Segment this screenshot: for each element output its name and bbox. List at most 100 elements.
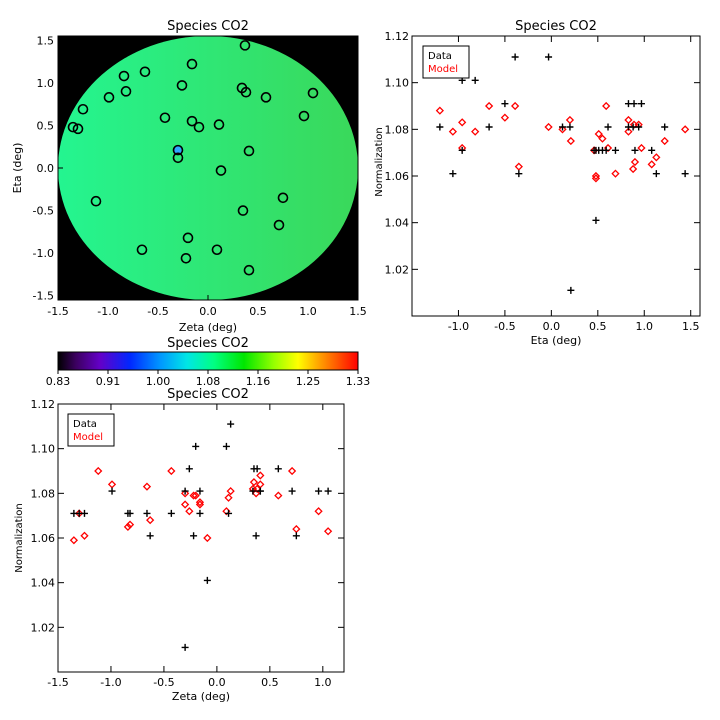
- eta-data-point: [652, 170, 660, 178]
- zeta-model-point: [94, 466, 103, 476]
- zeta-data-point: [192, 442, 200, 450]
- zeta-data-point: [292, 532, 300, 540]
- zeta-data-point: [222, 442, 230, 450]
- zeta-ticks: -1.5 -1.0 -0.5 0.0 0.5 1.0 1.02 1.04 1.06 1.08 1.1…: [31, 398, 344, 689]
- zeta-y-tick-label: 1.08: [31, 487, 56, 500]
- zeta-data-point: [274, 465, 282, 473]
- eta-data-point: [449, 170, 457, 178]
- eta-model-point: [598, 134, 607, 143]
- zeta-model-point: [180, 489, 190, 498]
- map-point: [176, 80, 188, 91]
- zeta-title: Species CO2: [167, 387, 249, 402]
- colorbar-tick-label: 0.91: [96, 375, 121, 388]
- map-point: [159, 112, 171, 124]
- zeta-model-point: [253, 484, 262, 493]
- zeta-data-point: [181, 487, 189, 495]
- map-point: [103, 92, 115, 103]
- zeta-model-point: [274, 491, 283, 500]
- zeta-x-tick-label: -1.0: [100, 676, 121, 689]
- map-x-tick-label: 0.0: [199, 305, 217, 318]
- map-point: [243, 145, 255, 157]
- map-x-label: Zeta (deg): [179, 321, 237, 334]
- map-point: [237, 205, 249, 216]
- eta-data-point: [515, 170, 523, 178]
- map-x-tick-label: 1.5: [349, 305, 367, 318]
- zeta-model-point: [123, 522, 133, 531]
- eta-data-point: [567, 286, 575, 294]
- eta-model-point: [566, 136, 575, 146]
- map-point: [120, 86, 132, 97]
- map-point: [72, 123, 84, 135]
- map-x-tick-label: 1.0: [299, 305, 317, 318]
- map-point: [215, 165, 227, 176]
- eta-data-point: [624, 123, 632, 131]
- zeta-model-point: [167, 466, 176, 476]
- eta-data-point: [681, 170, 689, 178]
- zeta-data-point: [185, 465, 193, 473]
- eta-x-tick-label: 1.0: [636, 320, 654, 333]
- map-y-tick-label: -0.5: [33, 205, 54, 218]
- eta-model-point: [558, 125, 567, 134]
- eta-model-point: [565, 115, 575, 125]
- zeta-x-tick-label: 1.0: [314, 676, 332, 689]
- zeta-data-point: [256, 487, 264, 495]
- eta-legend-data: Data: [428, 51, 452, 62]
- eta-x-tick-label: 0.0: [543, 320, 561, 333]
- eta-data-point: [590, 146, 598, 154]
- zeta-scatter-panel: Species CO2 -1.5 -1.0 -0.5 0.0 0.5 1.0 1.02 1.0…: [14, 387, 345, 703]
- colorbar-title: Species CO2: [167, 336, 249, 351]
- zeta-model-point: [80, 531, 89, 540]
- map-point: [240, 86, 252, 98]
- map-y-tick-label: -1.5: [33, 290, 54, 303]
- zeta-data-point: [196, 487, 204, 495]
- zeta-data-point: [324, 487, 332, 495]
- zeta-y-tick-label: 1.04: [31, 577, 56, 590]
- eta-data-point: [592, 216, 600, 224]
- eta-data-point: [458, 146, 466, 154]
- map-point: [277, 192, 289, 204]
- zeta-legend-box: [67, 413, 115, 447]
- eta-model-point: [624, 115, 633, 125]
- map-panel: Species CO2 -1.5 -1.0 -0.5 0.0 0.5 1.0 1.5 -1.…: [11, 19, 367, 334]
- map-point: [260, 92, 272, 103]
- eta-data-point: [661, 123, 669, 131]
- map-point: [186, 115, 198, 127]
- zeta-model-point: [180, 500, 190, 509]
- eta-x-tick-label: -1.0: [448, 320, 469, 333]
- zeta-data-point: [146, 532, 154, 540]
- zeta-x-tick-label: 0.5: [261, 676, 279, 689]
- zeta-model-point: [195, 498, 205, 507]
- map-y-tick-label: 0.5: [37, 119, 55, 132]
- eta-model-point: [435, 106, 444, 115]
- eta-x-tick-label: 0.5: [589, 320, 607, 333]
- zeta-data-point: [249, 487, 257, 495]
- zeta-model-point: [195, 500, 205, 509]
- eta-data-point: [611, 146, 619, 154]
- zeta-legend: Data Model: [67, 413, 115, 447]
- zeta-model-point: [251, 489, 261, 498]
- map-y-tick-label: 0.0: [37, 162, 55, 175]
- map-point: [273, 219, 285, 231]
- zeta-model-point: [292, 524, 301, 534]
- map-point: [77, 103, 89, 115]
- eta-model-point: [660, 136, 669, 146]
- zeta-data-point: [196, 509, 204, 517]
- eta-x-tick-label: 1.5: [682, 320, 700, 333]
- map-point: [180, 252, 192, 264]
- zeta-model-point: [189, 491, 198, 500]
- eta-x-tick-label: -0.5: [494, 320, 515, 333]
- eta-model-point: [611, 169, 620, 178]
- zeta-y-tick-label: 1.02: [31, 621, 56, 634]
- eta-model-point: [628, 164, 638, 174]
- eta-model-point: [624, 127, 633, 136]
- zeta-x-tick-label: 0.0: [208, 676, 226, 689]
- map-point: [193, 121, 205, 133]
- zeta-y-tick-label: 1.06: [31, 532, 56, 545]
- eta-model-point: [629, 120, 639, 129]
- zeta-data-point: [203, 576, 211, 584]
- map-x-tick-label: -1.5: [47, 305, 68, 318]
- eta-data-point: [501, 100, 509, 108]
- zeta-data-point: [126, 509, 134, 517]
- map-point: [136, 244, 148, 256]
